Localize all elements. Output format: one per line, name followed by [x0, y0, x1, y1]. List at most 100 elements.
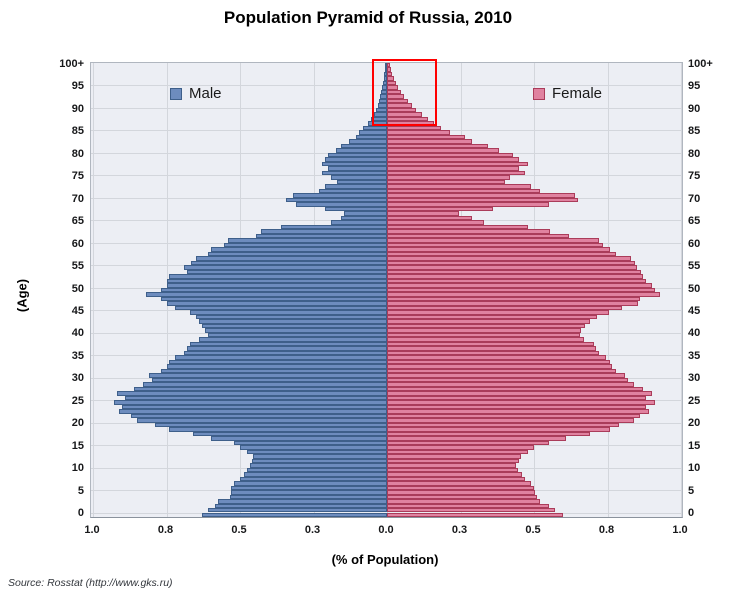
female-bar [387, 125, 442, 131]
male-bar [247, 467, 387, 473]
male-bar [341, 215, 387, 221]
y-tick-label: 85 [71, 125, 84, 138]
female-bar [387, 242, 604, 248]
male-bar [328, 166, 387, 171]
male-bar [319, 188, 387, 194]
male-bar [331, 220, 387, 225]
female-bar [387, 283, 652, 288]
female-bar [387, 346, 596, 351]
female-bar [387, 269, 642, 275]
male-bar [260, 229, 387, 234]
female-bar [387, 364, 612, 369]
male-bar [190, 341, 387, 347]
male-bar [169, 427, 387, 432]
female-bar [387, 179, 505, 185]
male-bar [116, 391, 387, 396]
male-bar [234, 440, 387, 446]
male-bar [207, 251, 387, 257]
female-bar [387, 193, 576, 198]
y-tick-label: 55 [71, 260, 84, 273]
male-bar [184, 265, 387, 270]
female-bar [387, 197, 579, 203]
female-bar [387, 350, 599, 356]
male-bar [231, 485, 387, 491]
male-bar [122, 404, 387, 410]
male-bar [201, 323, 387, 329]
male-bar [210, 247, 387, 252]
female-bar [387, 445, 534, 450]
male-bar [244, 472, 387, 477]
female-bar [387, 202, 549, 207]
x-tick-label: 0.0 [378, 524, 394, 536]
male-bar [250, 463, 387, 468]
y-axis-labels-left: 0 5 10 15 20 25 30 35 40 45 50 55 60 65 70 75 80 85 90 95 10… [0, 57, 84, 520]
female-bar [387, 341, 595, 347]
y-tick-label: 100+ [59, 57, 84, 70]
female-bar [387, 229, 551, 234]
y-tick-label: 95 [688, 80, 701, 93]
x-axis-tick-labels: 1.0 0.8 0.5 0.3 0.0 0.3 0.5 0.8 1.0 [84, 524, 687, 540]
male-bar [328, 152, 387, 158]
male-bar [325, 206, 387, 212]
male-bar [331, 175, 387, 180]
female-bar [387, 301, 639, 306]
female-bar [387, 67, 391, 72]
x-tick-label: 0.5 [525, 524, 541, 536]
male-bar [201, 512, 387, 517]
y-tick-label: 95 [71, 80, 84, 93]
y-tick-label: 35 [71, 349, 84, 362]
female-bar [387, 404, 646, 410]
male-bar [192, 431, 387, 437]
y-tick-label: 65 [688, 215, 701, 228]
female-bar [387, 233, 570, 239]
female-bar [387, 166, 520, 171]
female-bar [387, 458, 520, 464]
female-bar [387, 472, 523, 477]
female-bar [387, 134, 465, 140]
male-bar [113, 400, 387, 405]
female-bar [387, 373, 626, 378]
female-bar [387, 508, 555, 513]
male-bar [240, 445, 387, 450]
female-bar [387, 436, 567, 441]
y-tick-label: 70 [71, 192, 84, 205]
y-tick-label: 30 [71, 372, 84, 385]
male-bar [145, 292, 387, 297]
female-bar [387, 449, 529, 455]
female-bar [387, 130, 451, 135]
male-bar [247, 449, 387, 455]
female-bar [387, 485, 534, 491]
y-tick-label: 20 [688, 417, 701, 430]
female-bar [387, 314, 598, 320]
male-bar [169, 359, 387, 365]
male-bar [175, 305, 387, 311]
male-bar [215, 503, 387, 508]
male-bar [335, 148, 387, 153]
female-bar [387, 287, 655, 293]
female-bar [387, 251, 617, 257]
y-tick-label: 100+ [688, 57, 713, 70]
male-bar [383, 80, 387, 86]
y-tick-label: 0 [77, 507, 84, 520]
male-bar [322, 161, 387, 167]
male-bar [356, 134, 387, 140]
female-bar [387, 103, 412, 108]
y-tick-label: 80 [71, 147, 84, 160]
female-bar [387, 184, 532, 189]
highlight-box-annotation [372, 59, 437, 126]
male-bar [295, 202, 387, 207]
y-tick-label: 45 [71, 304, 84, 317]
male-bar [166, 364, 387, 369]
male-bar [383, 76, 387, 81]
y-tick-label: 15 [688, 439, 701, 452]
female-bar [387, 431, 590, 437]
male-bar [285, 197, 387, 203]
female-bar [387, 220, 485, 225]
female-bar [387, 395, 646, 401]
male-bar [160, 296, 387, 302]
male-bar [160, 287, 387, 293]
female-bar [387, 211, 460, 216]
y-tick-label: 30 [688, 372, 701, 385]
x-tick-label: 0.8 [598, 524, 615, 536]
